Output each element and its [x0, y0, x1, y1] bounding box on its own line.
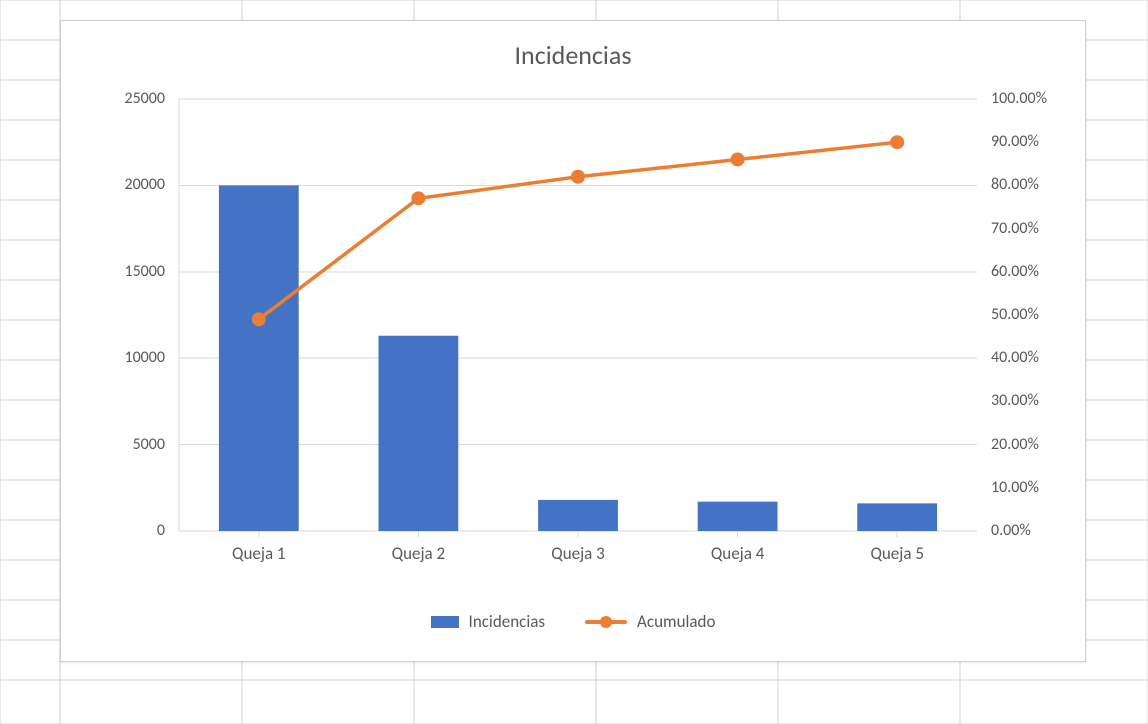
legend-label-bars: Incidencias — [469, 611, 546, 632]
bar — [538, 500, 618, 531]
chart-card: Incidencias 0 5000 10000 15000 20000 25000 0.… — [60, 20, 1086, 662]
line-marker — [412, 192, 425, 205]
legend: Incidencias Acumulado — [61, 611, 1085, 632]
y-left-tick-label: 0 — [61, 521, 165, 540]
y-right-tick-label: 30.00% — [991, 391, 1039, 410]
legend-label-line: Acumulado — [637, 611, 715, 632]
y-right-tick-label: 100.00% — [991, 89, 1047, 108]
x-tick-label: Queja 1 — [232, 543, 286, 564]
y-right-tick-label: 60.00% — [991, 262, 1039, 281]
y-right-tick-label: 90.00% — [991, 132, 1039, 151]
chart-title: Incidencias — [61, 39, 1085, 71]
x-tick-label: Queja 3 — [551, 543, 605, 564]
y-right-tick-label: 20.00% — [991, 435, 1039, 454]
y-right-tick-label: 10.00% — [991, 478, 1039, 497]
y-left-tick-label: 25000 — [61, 89, 165, 108]
line-marker — [731, 153, 744, 166]
bar — [219, 185, 299, 531]
x-tick-label: Queja 5 — [870, 543, 924, 564]
x-tick-label: Queja 4 — [711, 543, 765, 564]
plot-area — [179, 99, 977, 531]
legend-swatch-bar — [431, 616, 459, 628]
bar — [379, 336, 459, 531]
plot-area-wrap — [179, 99, 977, 531]
legend-item-bars: Incidencias — [431, 611, 546, 632]
line-marker — [572, 170, 585, 183]
bar — [857, 503, 937, 531]
legend-item-line: Acumulado — [585, 611, 715, 632]
y-right-tick-label: 50.00% — [991, 305, 1039, 324]
y-left-tick-label: 5000 — [61, 435, 165, 454]
y-right-tick-label: 40.00% — [991, 348, 1039, 367]
y-left-tick-label: 15000 — [61, 262, 165, 281]
y-right-tick-label: 0.00% — [991, 521, 1031, 540]
line-series — [259, 142, 897, 319]
y-right-tick-label: 70.00% — [991, 219, 1039, 238]
line-marker — [252, 313, 265, 326]
y-left-tick-label: 10000 — [61, 348, 165, 367]
y-right-tick-label: 80.00% — [991, 175, 1039, 194]
x-tick-label: Queja 2 — [392, 543, 446, 564]
y-left-tick-label: 20000 — [61, 175, 165, 194]
legend-swatch-line — [585, 620, 627, 624]
line-marker — [891, 136, 904, 149]
bar — [698, 502, 778, 531]
